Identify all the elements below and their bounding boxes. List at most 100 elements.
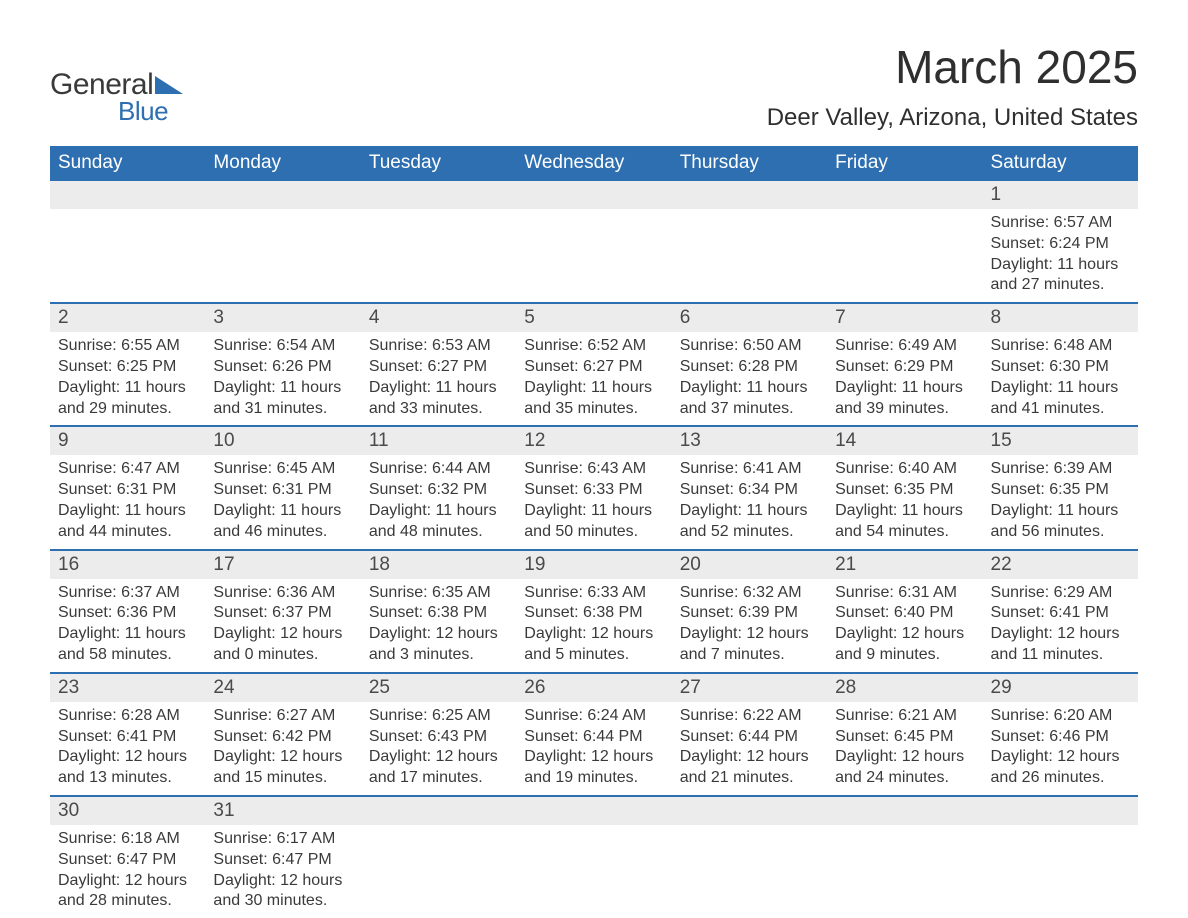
day-number: 5	[516, 304, 671, 332]
day-cell: 28Sunrise: 6:21 AMSunset: 6:45 PMDayligh…	[827, 674, 982, 795]
day-details: Sunrise: 6:52 AMSunset: 6:27 PMDaylight:…	[516, 332, 671, 421]
day-number	[361, 181, 516, 209]
day-daylight1: Daylight: 11 hours	[213, 501, 352, 522]
dow-cell: Tuesday	[361, 146, 516, 181]
week-row: 16Sunrise: 6:37 AMSunset: 6:36 PMDayligh…	[50, 551, 1138, 674]
day-daylight2: and 58 minutes.	[58, 645, 197, 666]
day-number: 21	[827, 551, 982, 579]
day-sunset: Sunset: 6:27 PM	[524, 357, 663, 378]
day-daylight1: Daylight: 11 hours	[991, 501, 1130, 522]
day-daylight1: Daylight: 11 hours	[680, 378, 819, 399]
day-number: 27	[672, 674, 827, 702]
calendar: SundayMondayTuesdayWednesdayThursdayFrid…	[50, 146, 1138, 918]
day-number: 25	[361, 674, 516, 702]
day-sunrise: Sunrise: 6:20 AM	[991, 706, 1130, 727]
day-daylight1: Daylight: 12 hours	[991, 747, 1130, 768]
day-daylight1: Daylight: 12 hours	[369, 624, 508, 645]
day-details: Sunrise: 6:44 AMSunset: 6:32 PMDaylight:…	[361, 455, 516, 544]
day-cell: 30Sunrise: 6:18 AMSunset: 6:47 PMDayligh…	[50, 797, 205, 918]
day-daylight2: and 35 minutes.	[524, 399, 663, 420]
day-sunrise: Sunrise: 6:29 AM	[991, 583, 1130, 604]
day-details: Sunrise: 6:24 AMSunset: 6:44 PMDaylight:…	[516, 702, 671, 791]
day-cell: 7Sunrise: 6:49 AMSunset: 6:29 PMDaylight…	[827, 304, 982, 425]
day-sunset: Sunset: 6:46 PM	[991, 727, 1130, 748]
day-daylight2: and 21 minutes.	[680, 768, 819, 789]
day-daylight1: Daylight: 11 hours	[58, 624, 197, 645]
day-daylight1: Daylight: 12 hours	[58, 747, 197, 768]
dow-cell: Sunday	[50, 146, 205, 181]
day-daylight2: and 37 minutes.	[680, 399, 819, 420]
day-sunrise: Sunrise: 6:53 AM	[369, 336, 508, 357]
day-cell: 17Sunrise: 6:36 AMSunset: 6:37 PMDayligh…	[205, 551, 360, 672]
day-cell: 12Sunrise: 6:43 AMSunset: 6:33 PMDayligh…	[516, 427, 671, 548]
week-row: 23Sunrise: 6:28 AMSunset: 6:41 PMDayligh…	[50, 674, 1138, 797]
day-sunrise: Sunrise: 6:25 AM	[369, 706, 508, 727]
day-daylight2: and 56 minutes.	[991, 522, 1130, 543]
day-cell: 26Sunrise: 6:24 AMSunset: 6:44 PMDayligh…	[516, 674, 671, 795]
day-number: 18	[361, 551, 516, 579]
day-sunset: Sunset: 6:34 PM	[680, 480, 819, 501]
day-cell	[361, 181, 516, 302]
day-daylight2: and 41 minutes.	[991, 399, 1130, 420]
day-number	[827, 181, 982, 209]
day-sunrise: Sunrise: 6:35 AM	[369, 583, 508, 604]
day-number: 14	[827, 427, 982, 455]
day-daylight2: and 0 minutes.	[213, 645, 352, 666]
day-number: 3	[205, 304, 360, 332]
day-daylight2: and 13 minutes.	[58, 768, 197, 789]
day-sunrise: Sunrise: 6:32 AM	[680, 583, 819, 604]
day-details: Sunrise: 6:22 AMSunset: 6:44 PMDaylight:…	[672, 702, 827, 791]
day-cell: 4Sunrise: 6:53 AMSunset: 6:27 PMDaylight…	[361, 304, 516, 425]
day-sunrise: Sunrise: 6:43 AM	[524, 459, 663, 480]
day-sunrise: Sunrise: 6:31 AM	[835, 583, 974, 604]
day-sunset: Sunset: 6:38 PM	[369, 603, 508, 624]
day-sunrise: Sunrise: 6:48 AM	[991, 336, 1130, 357]
day-daylight1: Daylight: 11 hours	[991, 378, 1130, 399]
day-details: Sunrise: 6:55 AMSunset: 6:25 PMDaylight:…	[50, 332, 205, 421]
day-daylight2: and 3 minutes.	[369, 645, 508, 666]
day-daylight2: and 24 minutes.	[835, 768, 974, 789]
day-details: Sunrise: 6:32 AMSunset: 6:39 PMDaylight:…	[672, 579, 827, 668]
day-cell: 3Sunrise: 6:54 AMSunset: 6:26 PMDaylight…	[205, 304, 360, 425]
day-sunset: Sunset: 6:27 PM	[369, 357, 508, 378]
day-sunrise: Sunrise: 6:44 AM	[369, 459, 508, 480]
day-sunset: Sunset: 6:36 PM	[58, 603, 197, 624]
day-number	[50, 181, 205, 209]
day-sunrise: Sunrise: 6:45 AM	[213, 459, 352, 480]
logo: General Blue	[50, 68, 183, 127]
day-number	[205, 181, 360, 209]
day-number: 12	[516, 427, 671, 455]
day-details: Sunrise: 6:50 AMSunset: 6:28 PMDaylight:…	[672, 332, 827, 421]
day-details: Sunrise: 6:33 AMSunset: 6:38 PMDaylight:…	[516, 579, 671, 668]
day-cell: 5Sunrise: 6:52 AMSunset: 6:27 PMDaylight…	[516, 304, 671, 425]
day-sunset: Sunset: 6:47 PM	[58, 850, 197, 871]
day-sunset: Sunset: 6:29 PM	[835, 357, 974, 378]
day-number: 19	[516, 551, 671, 579]
day-daylight1: Daylight: 12 hours	[58, 871, 197, 892]
header-row: General Blue March 2025 Deer Valley, Ari…	[50, 40, 1138, 132]
day-daylight2: and 46 minutes.	[213, 522, 352, 543]
day-number: 31	[205, 797, 360, 825]
day-details: Sunrise: 6:47 AMSunset: 6:31 PMDaylight:…	[50, 455, 205, 544]
day-daylight1: Daylight: 12 hours	[369, 747, 508, 768]
day-cell: 24Sunrise: 6:27 AMSunset: 6:42 PMDayligh…	[205, 674, 360, 795]
day-cell: 14Sunrise: 6:40 AMSunset: 6:35 PMDayligh…	[827, 427, 982, 548]
day-details: Sunrise: 6:17 AMSunset: 6:47 PMDaylight:…	[205, 825, 360, 914]
day-cell: 29Sunrise: 6:20 AMSunset: 6:46 PMDayligh…	[983, 674, 1138, 795]
day-number	[983, 797, 1138, 825]
day-number: 6	[672, 304, 827, 332]
day-cell: 31Sunrise: 6:17 AMSunset: 6:47 PMDayligh…	[205, 797, 360, 918]
day-sunrise: Sunrise: 6:55 AM	[58, 336, 197, 357]
day-daylight2: and 19 minutes.	[524, 768, 663, 789]
day-cell: 2Sunrise: 6:55 AMSunset: 6:25 PMDaylight…	[50, 304, 205, 425]
day-sunrise: Sunrise: 6:39 AM	[991, 459, 1130, 480]
day-sunset: Sunset: 6:44 PM	[524, 727, 663, 748]
day-details: Sunrise: 6:36 AMSunset: 6:37 PMDaylight:…	[205, 579, 360, 668]
day-details: Sunrise: 6:31 AMSunset: 6:40 PMDaylight:…	[827, 579, 982, 668]
day-details: Sunrise: 6:35 AMSunset: 6:38 PMDaylight:…	[361, 579, 516, 668]
day-sunrise: Sunrise: 6:28 AM	[58, 706, 197, 727]
day-cell	[516, 797, 671, 918]
day-daylight1: Daylight: 12 hours	[524, 747, 663, 768]
day-sunrise: Sunrise: 6:40 AM	[835, 459, 974, 480]
day-sunrise: Sunrise: 6:36 AM	[213, 583, 352, 604]
